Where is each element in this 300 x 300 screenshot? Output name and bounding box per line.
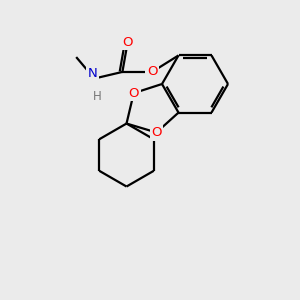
Text: O: O	[122, 36, 133, 49]
Text: O: O	[151, 126, 162, 139]
Text: N: N	[88, 67, 98, 80]
Text: O: O	[147, 65, 158, 78]
Text: H: H	[93, 90, 101, 103]
Text: O: O	[128, 87, 139, 100]
